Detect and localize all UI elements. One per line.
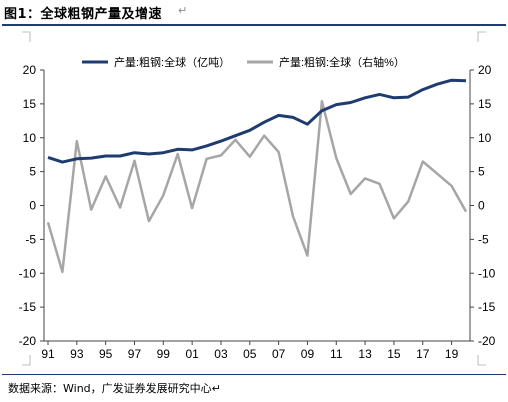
right-tick-label: 5: [478, 165, 485, 179]
x-tick-label: 07: [272, 347, 286, 361]
corner-mark-bl: [22, 355, 31, 366]
x-tick-label: 91: [41, 347, 55, 361]
corner-mark-tr: [477, 31, 486, 42]
right-tick-label: 0: [478, 199, 485, 213]
x-tick-label: 11: [330, 347, 343, 361]
figure-title: 图1：全球粗钢产量及增速: [4, 7, 163, 22]
series-output: [47, 78, 467, 164]
title-paragraph-mark: ↵: [178, 5, 188, 17]
x-tick-label: 93: [70, 347, 84, 361]
left-tick-label: -20: [19, 334, 37, 348]
source-note: 数据来源：Wind，广发证券发展研究中心↵: [8, 382, 221, 395]
legend: 产量:粗钢:全球（亿吨） 产量:粗钢:全球（右轴%）: [82, 55, 405, 69]
x-tick-label: 95: [99, 347, 113, 361]
legend-label-output: 产量:粗钢:全球（亿吨）: [114, 55, 230, 69]
right-tick-label: -15: [478, 300, 496, 314]
left-axis-ticks: 20 15 10 5 0 -5 -10 -15 -20: [19, 63, 44, 348]
right-tick-label: 15: [478, 97, 492, 111]
series-growth: [46, 99, 468, 274]
left-tick-label: -5: [25, 232, 36, 246]
x-tick-label: 03: [214, 347, 228, 361]
corner-mark-br: [477, 355, 486, 366]
right-tick-label: -20: [478, 334, 496, 348]
series-line-output: [47, 78, 467, 164]
series-line-growth: [46, 99, 468, 274]
x-tick-label: 99: [157, 347, 171, 361]
right-tick-label: 20: [478, 63, 492, 77]
corner-mark-tl: [22, 31, 31, 42]
x-tick-label: 09: [301, 347, 315, 361]
left-tick-label: 10: [23, 131, 37, 145]
x-tick-label: 17: [416, 347, 430, 361]
x-tick-label: 01: [185, 347, 199, 361]
x-tick-label: 13: [358, 347, 372, 361]
left-tick-label: -15: [19, 300, 37, 314]
right-tick-label: -10: [478, 266, 496, 280]
x-tick-label: 97: [128, 347, 142, 361]
x-axis-ticks: 91 93 95 97 99 01 03 05 07 09 11 13 15 17 19: [41, 341, 459, 361]
left-tick-label: 20: [23, 63, 37, 77]
bottom-rule: [2, 374, 506, 375]
x-tick-label: 15: [387, 347, 401, 361]
right-tick-label: 10: [478, 131, 492, 145]
right-tick-label: -5: [478, 232, 489, 246]
top-rule: [2, 24, 506, 26]
left-tick-label: 15: [23, 97, 37, 111]
left-tick-label: 5: [29, 165, 36, 179]
x-tick-label: 19: [445, 347, 459, 361]
right-axis-ticks: 20 15 10 5 0 -5 -10 -15 -20: [470, 63, 496, 348]
x-tick-label: 05: [243, 347, 257, 361]
legend-label-growth: 产量:粗钢:全球（右轴%）: [279, 55, 405, 69]
left-tick-label: -10: [19, 266, 37, 280]
left-tick-label: 0: [29, 199, 36, 213]
